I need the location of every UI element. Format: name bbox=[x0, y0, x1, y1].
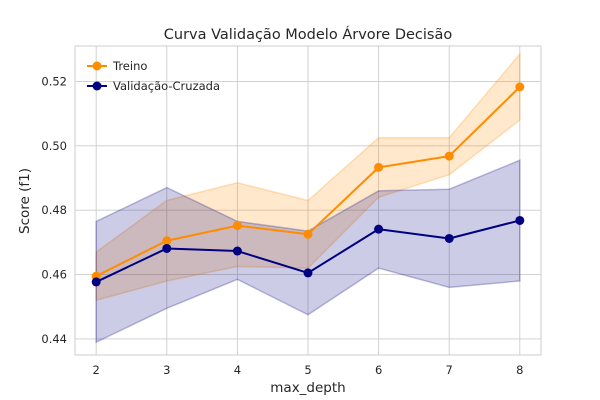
treino-band bbox=[95, 51, 521, 302]
treino-point bbox=[515, 82, 525, 92]
validacao-cruzada-band bbox=[95, 159, 521, 344]
validacao-cruzada-point bbox=[374, 224, 384, 234]
treino-point bbox=[444, 151, 454, 161]
x-tick-label: 7 bbox=[446, 363, 453, 377]
legend: Treino Validação-Cruzada bbox=[87, 59, 220, 93]
validacao-cruzada-point bbox=[91, 277, 101, 287]
x-tick-label: 3 bbox=[163, 363, 170, 377]
y-tick-label: 0.50 bbox=[41, 139, 67, 153]
x-tick-label: 5 bbox=[304, 363, 311, 377]
y-tick-label: 0.52 bbox=[41, 74, 67, 88]
y-axis-label: Score (f1) bbox=[17, 168, 33, 234]
treino-point bbox=[374, 162, 384, 172]
treino-point bbox=[162, 236, 172, 246]
y-tick-label: 0.48 bbox=[41, 203, 67, 217]
treino-point bbox=[303, 229, 313, 239]
treino-point bbox=[232, 221, 242, 231]
confidence-bands bbox=[95, 51, 521, 344]
validacao-cruzada-point bbox=[444, 233, 454, 243]
legend-treino-label: Treino bbox=[112, 59, 147, 73]
y-tick-label: 0.46 bbox=[41, 268, 67, 282]
legend-validacao-cruzada-marker bbox=[92, 81, 102, 91]
x-tick-label: 6 bbox=[375, 363, 382, 377]
tick-labels: 2 3 4 5 6 7 8 0.44 0.46 0.48 0.50 0.52 bbox=[41, 74, 523, 377]
x-tick-label: 4 bbox=[234, 363, 241, 377]
x-axis-label: max_depth bbox=[270, 380, 345, 396]
chart-title: Curva Validação Modelo Árvore Decisão bbox=[164, 26, 453, 43]
legend-validacao-cruzada-label: Validação-Cruzada bbox=[113, 79, 220, 93]
x-tick-label: 8 bbox=[516, 363, 523, 377]
plot-frame bbox=[74, 45, 542, 356]
validacao-cruzada-point bbox=[162, 243, 172, 253]
series-lines bbox=[91, 82, 525, 287]
validacao-cruzada-point bbox=[232, 246, 242, 256]
y-tick-label: 0.44 bbox=[41, 332, 67, 346]
validacao-cruzada-point bbox=[515, 215, 525, 225]
validacao-cruzada-point bbox=[303, 268, 313, 278]
x-tick-label: 2 bbox=[93, 363, 100, 377]
legend-treino-marker bbox=[92, 61, 102, 71]
